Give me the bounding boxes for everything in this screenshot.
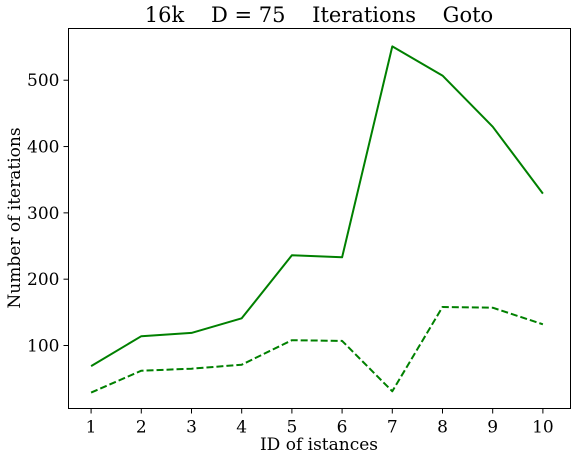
x-tick-label: 10 — [532, 418, 554, 438]
y-tick-label: 300 — [27, 204, 59, 224]
y-tick-label: 200 — [27, 270, 59, 290]
x-tick-label: 4 — [236, 418, 247, 438]
x-axis-label: ID of istances — [260, 435, 378, 455]
y-axis-label: Number of iterations — [5, 127, 25, 308]
series-line-solid — [90, 45, 544, 367]
y-tick-label: 100 — [27, 336, 59, 356]
x-tick-label: 5 — [286, 418, 297, 438]
plot-frame — [68, 28, 571, 409]
x-tick-label: 1 — [86, 418, 97, 438]
y-tick-label: 500 — [27, 71, 59, 91]
x-tick-label: 2 — [136, 418, 147, 438]
y-axis: 100 200 300 400 500 — [27, 71, 69, 356]
x-tick-label: 6 — [337, 418, 348, 438]
plot-area — [90, 45, 544, 394]
series-line-dashed — [90, 306, 544, 394]
x-tick-label: 3 — [186, 418, 197, 438]
y-tick-label: 400 — [27, 138, 59, 158]
x-axis: 1 2 3 4 5 6 7 8 9 10 — [86, 408, 554, 438]
chart-title: 16k D = 75 Iterations Goto — [145, 3, 493, 27]
x-tick-label: 9 — [487, 418, 498, 438]
x-tick-label: 8 — [437, 418, 448, 438]
x-tick-label: 7 — [387, 418, 398, 438]
